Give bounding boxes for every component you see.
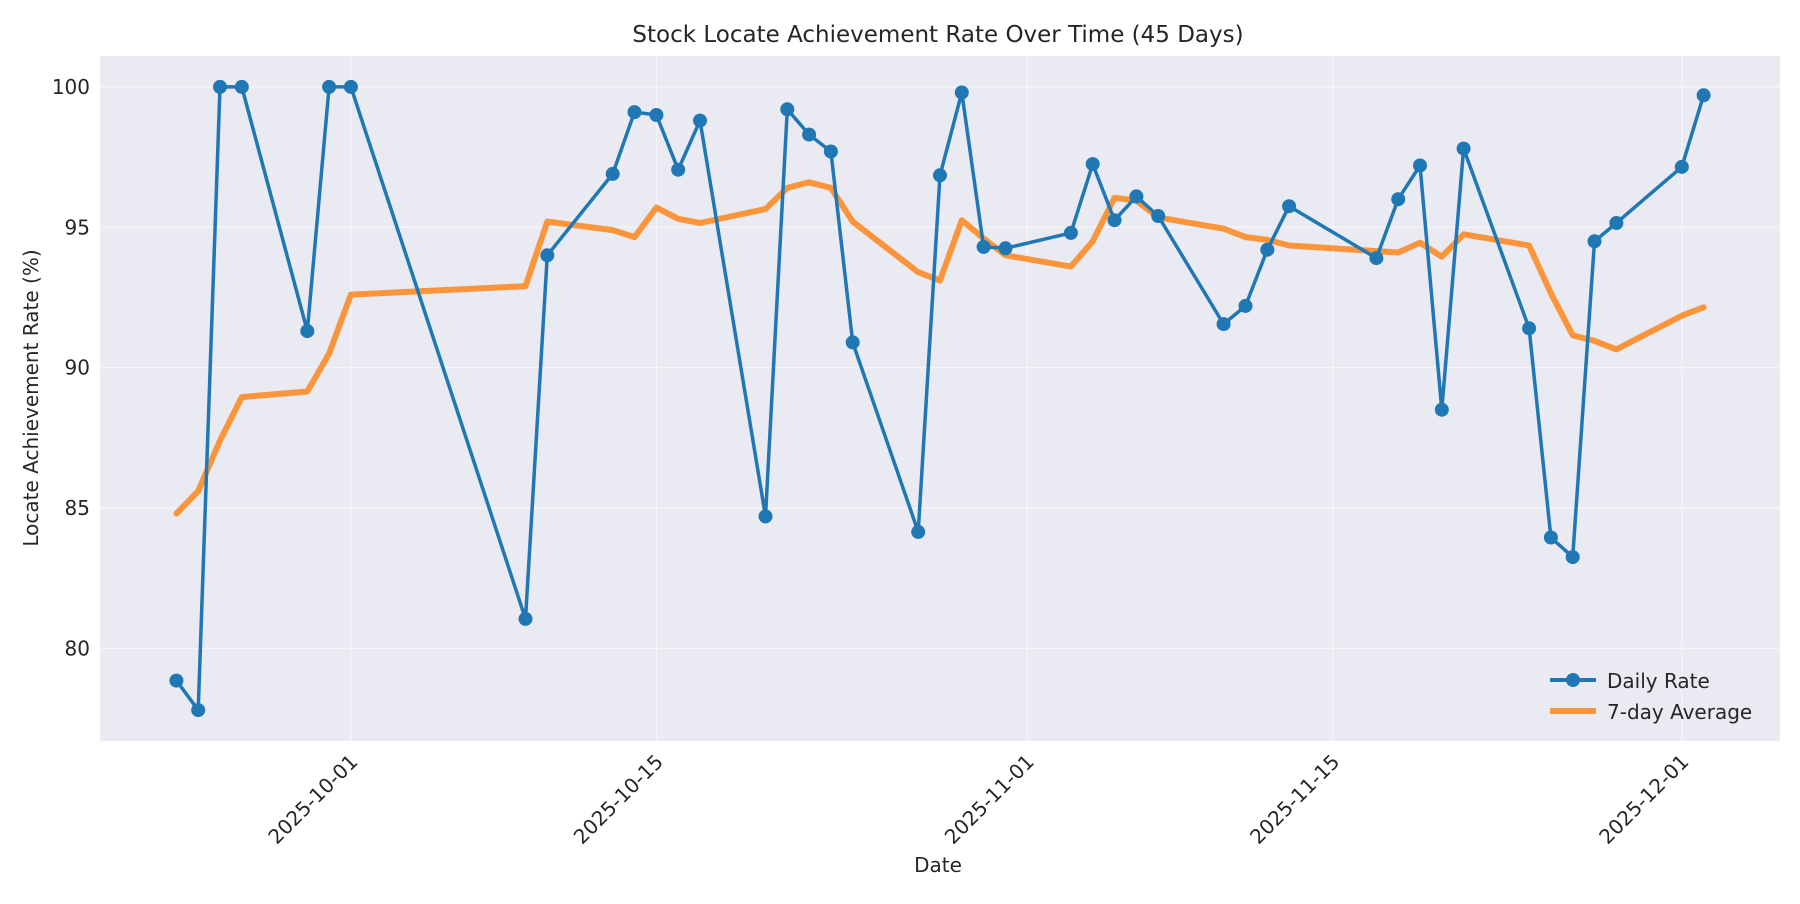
- daily-data-point: [954, 85, 969, 100]
- legend-label-7-day-average: 7-day Average: [1607, 700, 1752, 724]
- daily-data-point: [322, 79, 337, 94]
- x-tick-label: 2025-12-01: [1594, 750, 1693, 849]
- daily-data-point: [1696, 88, 1711, 103]
- daily-data-point: [976, 239, 991, 254]
- y-axis-label: Locate Achievement Rate (%): [19, 249, 43, 546]
- x-tick-label: 2025-11-01: [940, 750, 1039, 849]
- daily-data-point: [1129, 189, 1144, 204]
- daily-data-point: [1565, 550, 1580, 565]
- daily-data-point: [1216, 317, 1231, 332]
- daily-data-point: [1238, 298, 1253, 313]
- x-tick-label: 2025-10-01: [263, 750, 362, 849]
- daily-data-point: [758, 509, 773, 524]
- daily-data-point: [1587, 234, 1602, 249]
- daily-data-point: [1456, 141, 1471, 156]
- daily-data-point: [1282, 199, 1297, 214]
- y-axis-ticks: 80 85 90 95 100: [52, 75, 90, 660]
- daily-data-point: [343, 79, 358, 94]
- y-tick-label: 80: [65, 636, 90, 660]
- daily-data-point: [605, 166, 620, 181]
- x-tick-label: 2025-10-15: [569, 750, 668, 849]
- daily-data-point: [169, 673, 184, 688]
- daily-data-point: [823, 144, 838, 159]
- daily-data-point: [671, 162, 686, 177]
- daily-data-point: [1085, 157, 1100, 172]
- daily-data-point: [1434, 402, 1449, 417]
- x-axis-ticks: 2025-10-01 2025-10-15 2025-11-01 2025-11-15…: [263, 750, 1693, 849]
- daily-data-point: [627, 105, 642, 120]
- daily-data-point: [998, 241, 1013, 256]
- daily-data-point: [518, 611, 533, 626]
- legend-item-7-day-average: 7-day Average: [1550, 700, 1752, 724]
- daily-data-point: [802, 127, 817, 142]
- daily-data-point: [911, 524, 926, 539]
- daily-data-point: [1151, 209, 1166, 223]
- x-axis-label: Date: [914, 853, 962, 877]
- daily-data-point: [1369, 251, 1384, 266]
- x-tick-label: 2025-11-15: [1245, 750, 1344, 849]
- legend-label-daily-rate: Daily Rate: [1607, 669, 1710, 693]
- daily-data-point: [213, 79, 227, 94]
- daily-data-point: [1674, 159, 1689, 174]
- chart-title: Stock Locate Achievement Rate Over Time …: [632, 22, 1243, 48]
- daily-data-point: [1543, 530, 1558, 545]
- y-tick-label: 95: [65, 215, 90, 239]
- daily-data-point: [1413, 158, 1427, 173]
- daily-data-point: [1391, 192, 1406, 207]
- daily-data-point: [845, 335, 860, 350]
- legend-daily-marker-icon: [1566, 673, 1580, 687]
- daily-data-point: [693, 113, 707, 128]
- daily-data-point: [191, 703, 206, 718]
- series-daily-rate: [169, 79, 1711, 718]
- daily-data-point: [1063, 225, 1078, 240]
- daily-data-point: [649, 108, 664, 122]
- legend: Daily Rate 7-day Average: [1550, 669, 1752, 724]
- daily-data-point: [234, 79, 249, 94]
- y-tick-label: 100: [52, 75, 90, 99]
- daily-data-point: [780, 102, 795, 117]
- plot-area: [100, 56, 1780, 741]
- daily-data-point: [300, 324, 315, 339]
- daily-data-point: [933, 168, 947, 183]
- daily-data-point: [1260, 242, 1275, 257]
- daily-data-point: [540, 248, 555, 263]
- grid-lines: [100, 56, 1780, 741]
- y-tick-label: 90: [65, 356, 90, 380]
- daily-data-point: [1609, 216, 1624, 230]
- legend-item-daily-rate: Daily Rate: [1550, 669, 1710, 693]
- daily-data-point: [1107, 213, 1122, 228]
- y-tick-label: 85: [65, 496, 90, 520]
- daily-data-point: [1522, 321, 1537, 336]
